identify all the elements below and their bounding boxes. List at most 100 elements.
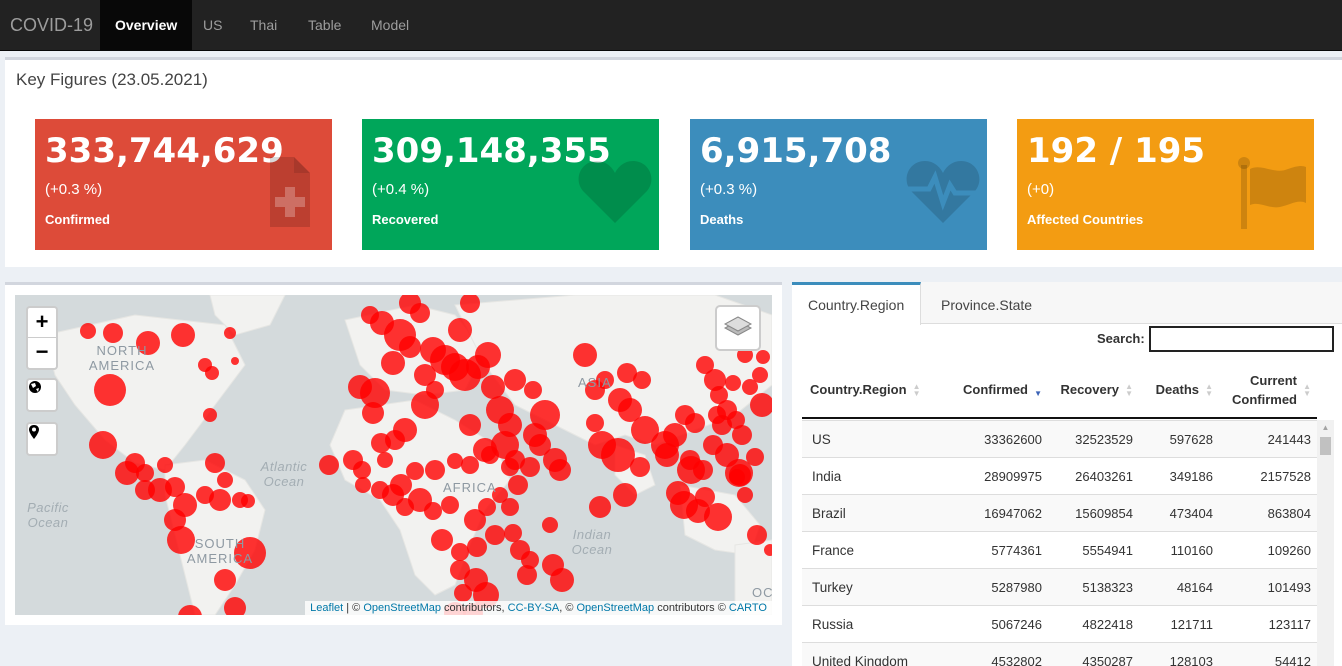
case-marker[interactable] [485,525,505,545]
case-marker[interactable] [448,318,472,342]
table-row[interactable]: Brazil 16947062 15609854 473404 863804 [802,494,1317,531]
case-marker[interactable] [586,414,604,432]
case-marker[interactable] [517,565,537,585]
case-marker[interactable] [319,455,339,475]
case-marker[interactable] [371,433,391,453]
case-marker[interactable] [727,411,745,429]
case-marker[interactable] [460,295,480,313]
case-marker[interactable] [217,472,233,488]
case-marker[interactable] [209,489,231,511]
case-marker[interactable] [508,475,528,495]
case-marker[interactable] [425,460,445,480]
case-marker[interactable] [231,357,239,365]
case-marker[interactable] [498,413,522,437]
case-marker[interactable] [764,544,772,556]
case-marker[interactable] [695,487,715,507]
locate-button[interactable] [26,422,58,456]
case-marker[interactable] [171,323,195,347]
case-marker[interactable] [164,509,186,531]
case-marker[interactable] [501,498,519,516]
case-marker[interactable] [136,331,160,355]
case-marker[interactable] [355,477,371,493]
case-marker[interactable] [478,498,496,516]
case-marker[interactable] [80,323,96,339]
case-marker[interactable] [447,453,463,469]
case-marker[interactable] [450,560,470,580]
case-marker[interactable] [234,537,266,569]
case-marker[interactable] [655,443,679,467]
case-marker[interactable] [704,503,732,531]
case-marker[interactable] [466,355,490,379]
case-marker[interactable] [382,484,404,506]
world-view-button[interactable] [26,378,58,412]
case-marker[interactable] [411,391,439,419]
case-marker[interactable] [377,452,393,468]
osm-link-2[interactable]: OpenStreetMap [576,602,655,614]
case-marker[interactable] [441,496,459,514]
case-marker[interactable] [157,457,173,473]
scroll-up-arrow[interactable]: ▲ [1321,423,1330,432]
carto-link[interactable]: CARTO [728,602,767,614]
case-marker[interactable] [214,569,236,591]
case-marker[interactable] [613,483,637,507]
nav-tab-model[interactable]: Model [371,17,410,33]
case-marker[interactable] [94,374,126,406]
case-marker[interactable] [704,369,726,391]
column-header-current-confirmed[interactable]: Current Confirmed ▲ ▼ [1215,362,1311,417]
case-marker[interactable] [353,461,371,479]
leaflet-link[interactable]: Leaflet [310,602,344,614]
case-marker[interactable] [742,379,758,395]
case-marker[interactable] [103,323,123,343]
case-marker[interactable] [756,350,770,364]
case-marker[interactable] [224,597,246,615]
zoom-in-button[interactable]: + [28,308,56,338]
column-header-country[interactable]: Country.Region ▲ ▼ [810,362,940,417]
column-header-deaths[interactable]: Deaths ▲ ▼ [1135,362,1213,417]
case-marker[interactable] [414,364,436,386]
table-scrollbar[interactable]: ▲ [1317,420,1334,666]
case-marker[interactable] [135,480,155,500]
case-marker[interactable] [549,459,571,481]
case-marker[interactable] [492,487,508,503]
case-marker[interactable] [454,584,472,602]
case-marker[interactable] [618,398,642,422]
case-marker[interactable] [205,453,225,473]
case-marker[interactable] [504,369,526,391]
case-marker[interactable] [617,363,637,383]
case-marker[interactable] [737,487,753,503]
tab-country-region[interactable]: Country.Region [792,282,922,325]
search-input[interactable] [1149,326,1334,352]
case-marker[interactable] [167,526,195,554]
layers-button[interactable] [715,305,761,351]
table-row[interactable]: France 5774361 5554941 110160 109260 [802,531,1317,568]
case-marker[interactable] [406,462,424,480]
cc-by-sa-link[interactable]: CC-BY-SA [507,602,560,614]
case-marker[interactable] [542,517,558,533]
case-marker[interactable] [461,456,479,474]
zoom-out-button[interactable]: − [35,339,49,364]
case-marker[interactable] [633,371,651,389]
table-row[interactable]: Turkey 5287980 5138323 48164 101493 [802,568,1317,605]
case-marker[interactable] [670,491,698,519]
case-marker[interactable] [630,457,650,477]
app-brand[interactable]: COVID-19 [10,15,94,35]
case-marker[interactable] [750,393,772,417]
case-marker[interactable] [530,400,560,430]
case-marker[interactable] [573,343,597,367]
case-marker[interactable] [504,524,522,542]
scroll-thumb[interactable] [1320,437,1331,455]
case-marker[interactable] [410,303,430,323]
case-marker[interactable] [685,413,705,433]
case-marker[interactable] [381,351,405,375]
nav-tab-thai[interactable]: Thai [250,17,278,33]
case-marker[interactable] [136,464,154,482]
case-marker[interactable] [708,406,726,424]
case-marker[interactable] [524,381,542,399]
case-marker[interactable] [696,356,714,374]
case-marker[interactable] [501,458,519,476]
case-marker[interactable] [589,496,611,518]
case-marker[interactable] [115,461,139,485]
case-marker[interactable] [752,367,768,383]
case-marker[interactable] [348,375,372,399]
case-marker[interactable] [521,551,539,569]
